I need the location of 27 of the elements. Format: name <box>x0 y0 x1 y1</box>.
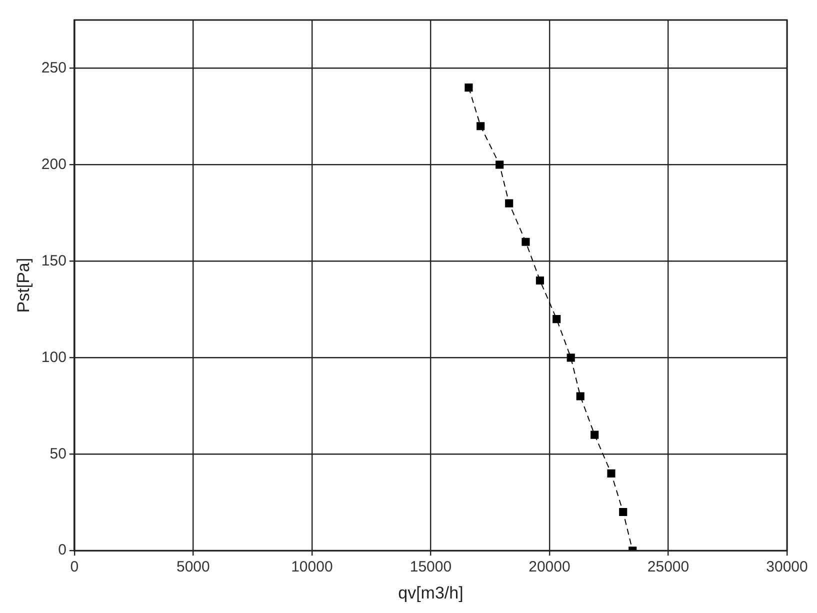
point <box>476 122 485 130</box>
y-tick-label: 0 <box>58 542 66 559</box>
point <box>590 430 599 439</box>
point <box>576 392 584 400</box>
x-tick-label: 25000 <box>647 558 690 576</box>
point <box>464 83 473 92</box>
y-axis-title: Pst[Pa] <box>14 258 33 313</box>
x-tick-label: 5000 <box>176 558 210 576</box>
x-axis-title: qv[m3/h] <box>398 583 464 602</box>
x-tick-label: 30000 <box>766 558 808 576</box>
point <box>522 238 530 246</box>
y-tick-label: 50 <box>50 445 66 462</box>
point <box>619 508 628 516</box>
point <box>552 315 561 324</box>
point <box>607 469 616 478</box>
x-tick-label: 0 <box>70 558 79 576</box>
point <box>536 276 544 285</box>
x-tick-label: 20000 <box>528 558 570 576</box>
x-tick-label: 15000 <box>410 558 452 576</box>
y-tick-label: 100 <box>41 348 66 366</box>
point <box>496 160 504 169</box>
point <box>505 199 514 208</box>
y-tick-label: 200 <box>41 156 66 173</box>
x-tick-label: 10000 <box>291 558 333 576</box>
y-tick-label: 250 <box>41 59 66 76</box>
point <box>566 354 575 362</box>
y-tick-label: 150 <box>41 252 66 270</box>
